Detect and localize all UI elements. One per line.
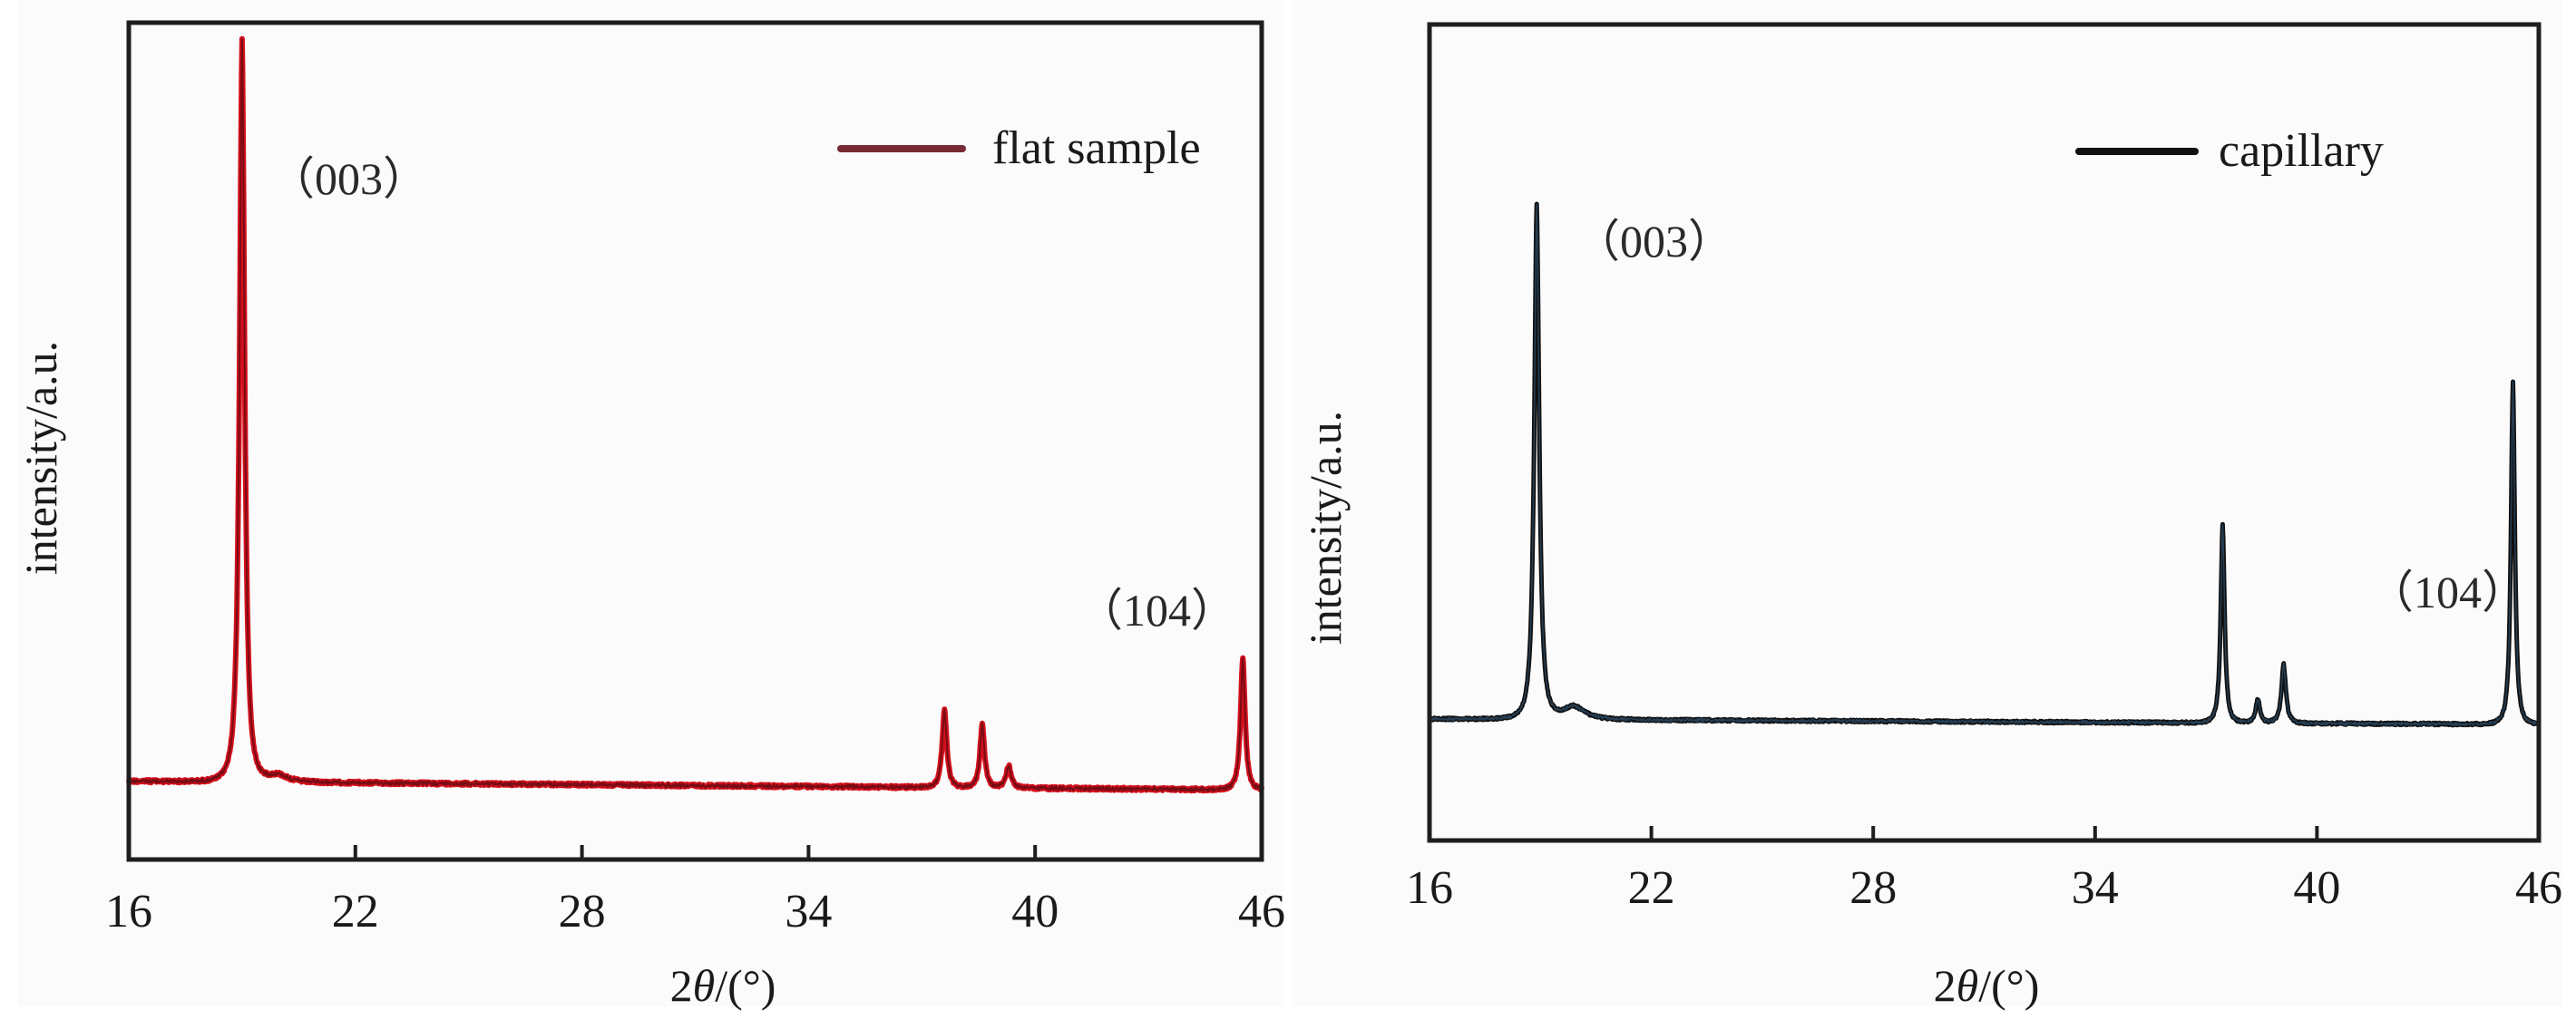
left-x-axis-title: 2θ/(°) bbox=[670, 960, 776, 1011]
x-tick-label: 40 bbox=[2293, 862, 2340, 914]
x-tick-label: 28 bbox=[559, 886, 606, 937]
x-tick-label: 16 bbox=[1406, 862, 1453, 914]
x-tick-label: 34 bbox=[2072, 862, 2119, 914]
left-y-axis-title: intensity/a.u. bbox=[15, 341, 66, 575]
x-tick-label: 40 bbox=[1011, 886, 1059, 937]
right-plot-frame bbox=[1427, 22, 2542, 843]
x-tick-label: 22 bbox=[332, 886, 379, 937]
right-x-ticks: 16 22 28 34 40 46 bbox=[1406, 826, 2562, 914]
x-tick-label: 34 bbox=[785, 886, 832, 937]
left-legend: flat sample bbox=[837, 122, 1201, 174]
x-tick-label: 46 bbox=[2515, 862, 2562, 914]
x-tick-label: 22 bbox=[1628, 862, 1675, 914]
right-legend: capillary bbox=[2075, 125, 2384, 177]
left-plot-frame bbox=[126, 20, 1264, 862]
right-chart-capillary: 16 22 28 34 40 46 （003） （104） capillary inten… bbox=[1300, 22, 2562, 1011]
right-y-axis-title: intensity/a.u. bbox=[1300, 411, 1351, 645]
flat-sample-legend-label: flat sample bbox=[992, 122, 1201, 174]
left-annotation-104: （104） bbox=[1078, 585, 1236, 636]
left-chart-flat-sample: 16 22 28 34 40 46 （003） （104） flat sample int… bbox=[15, 20, 1285, 1011]
x-tick-label: 28 bbox=[1849, 862, 1897, 914]
right-annotation-003: （003） bbox=[1575, 216, 1733, 267]
capillary-legend-label: capillary bbox=[2219, 125, 2384, 177]
right-x-axis-title: 2θ/(°) bbox=[1934, 960, 2040, 1011]
flat-sample-overlay-curve bbox=[128, 38, 1263, 792]
right-annotation-104: （104） bbox=[2368, 567, 2527, 617]
capillary-curve bbox=[1427, 201, 2542, 728]
capillary-overlay-curve bbox=[1429, 203, 2540, 727]
left-annotation-003: （003） bbox=[269, 153, 428, 204]
x-tick-label: 46 bbox=[1238, 886, 1285, 937]
left-x-ticks: 16 22 28 34 40 46 bbox=[105, 845, 1285, 937]
x-tick-label: 16 bbox=[105, 886, 152, 937]
left-panel-background bbox=[18, 0, 1283, 1006]
